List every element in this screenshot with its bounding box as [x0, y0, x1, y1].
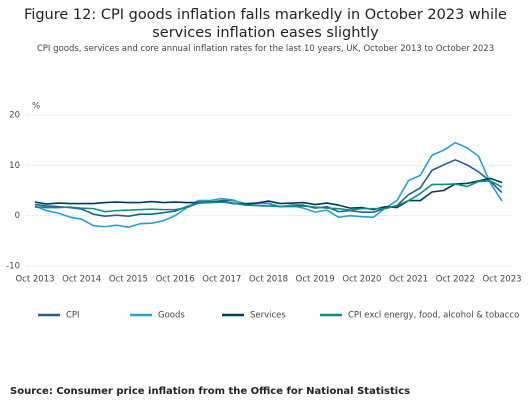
source: Source: Consumer price inflation from th…	[10, 386, 411, 397]
x-tick-label: Oct 2013	[15, 275, 54, 285]
legend-label: CPI excl energy, food, alcohol & tobacco	[348, 311, 519, 321]
x-tick-label: Oct 2021	[389, 275, 428, 285]
x-tick-label: Oct 2020	[342, 275, 381, 285]
chart-title: Figure 12: CPI goods inflation falls mar…	[24, 7, 507, 41]
legend-label: Services	[250, 311, 286, 321]
chart: % -10 0 10 20 Oct 2013 Oct 2014 Oct 2015 Oct 20…	[6, 102, 521, 321]
chart-subtitle: CPI goods, services and core annual infl…	[36, 44, 495, 54]
y-tick-label: 10	[9, 161, 20, 171]
x-tick-label: Oct 2015	[109, 275, 148, 285]
y-tick-label: 0	[15, 211, 20, 221]
x-tick-label: Oct 2018	[249, 275, 288, 285]
y-axis-label: %	[32, 102, 40, 112]
y-tick-label: 20	[9, 111, 20, 121]
series-line	[34, 180, 503, 213]
x-tick-label: Oct 2023	[482, 275, 521, 285]
y-tick-label: -10	[6, 262, 20, 272]
legend-label: Goods	[158, 311, 185, 321]
x-tick-label: Oct 2014	[62, 275, 101, 285]
x-tick-label: Oct 2019	[296, 275, 335, 285]
series-line	[34, 159, 503, 217]
x-tick-label: Oct 2022	[436, 275, 475, 285]
legend-label: CPI	[66, 311, 80, 321]
x-tick-label: Oct 2017	[202, 275, 241, 285]
series-line	[34, 177, 503, 211]
series-line	[34, 141, 503, 229]
x-tick-label: Oct 2016	[156, 275, 195, 285]
